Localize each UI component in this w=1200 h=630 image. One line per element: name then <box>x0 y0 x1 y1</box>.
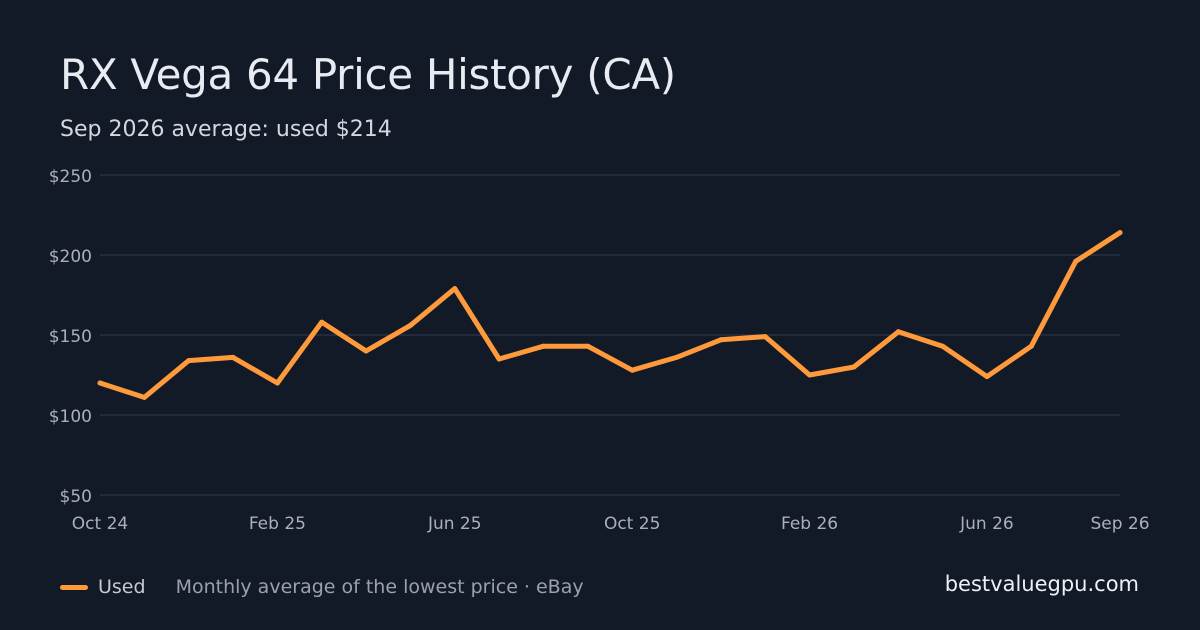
y-tick-label: $100 <box>49 407 92 427</box>
x-tick-label: Oct 24 <box>72 514 128 534</box>
chart-legend: Used Monthly average of the lowest price… <box>60 573 584 601</box>
data-point <box>984 374 990 380</box>
data-point <box>274 380 280 386</box>
data-point <box>629 367 635 373</box>
x-tick-label: Sep 26 <box>1090 514 1149 534</box>
data-point <box>895 329 901 335</box>
y-tick-label: $250 <box>49 167 92 187</box>
data-point <box>97 380 103 386</box>
y-tick-label: $200 <box>49 247 92 267</box>
x-tick-label: Oct 25 <box>604 514 660 534</box>
data-point <box>940 343 946 349</box>
data-point <box>674 354 680 360</box>
legend-used-swatch <box>60 584 88 590</box>
x-tick-label: Feb 26 <box>781 514 838 534</box>
x-tick-label: Jun 26 <box>959 514 1014 534</box>
legend-source-note: Monthly average of the lowest price · eB… <box>175 576 584 598</box>
data-point <box>230 354 236 360</box>
data-point <box>319 319 325 325</box>
data-point <box>585 343 591 349</box>
data-point <box>851 364 857 370</box>
data-point <box>1028 343 1034 349</box>
series-line-used <box>97 230 1123 400</box>
data-point <box>186 358 192 364</box>
y-tick-label: $50 <box>60 487 92 507</box>
page-subtitle: Sep 2026 average: used $214 <box>60 117 392 142</box>
x-tick-label: Jun 25 <box>427 514 482 534</box>
page-title: RX Vega 64 Price History (CA) <box>60 50 676 99</box>
legend-used-label: Used <box>98 576 146 598</box>
x-tick-label: Feb 25 <box>249 514 306 534</box>
data-point <box>496 356 502 362</box>
price-history-chart: $50 $100 $150 $200 $250 Oct 24 Feb 25 Jun 25 Oct… <box>49 167 1150 534</box>
data-point <box>363 348 369 354</box>
site-brand: bestvaluegpu.com <box>944 572 1139 596</box>
data-point <box>540 343 546 349</box>
data-point <box>1073 258 1079 264</box>
data-point <box>1117 230 1123 236</box>
y-tick-label: $150 <box>49 327 92 347</box>
data-point <box>452 286 458 292</box>
data-point <box>807 372 813 378</box>
data-point <box>718 337 724 343</box>
data-point <box>407 322 413 328</box>
data-point <box>141 394 147 400</box>
data-point <box>762 334 768 340</box>
